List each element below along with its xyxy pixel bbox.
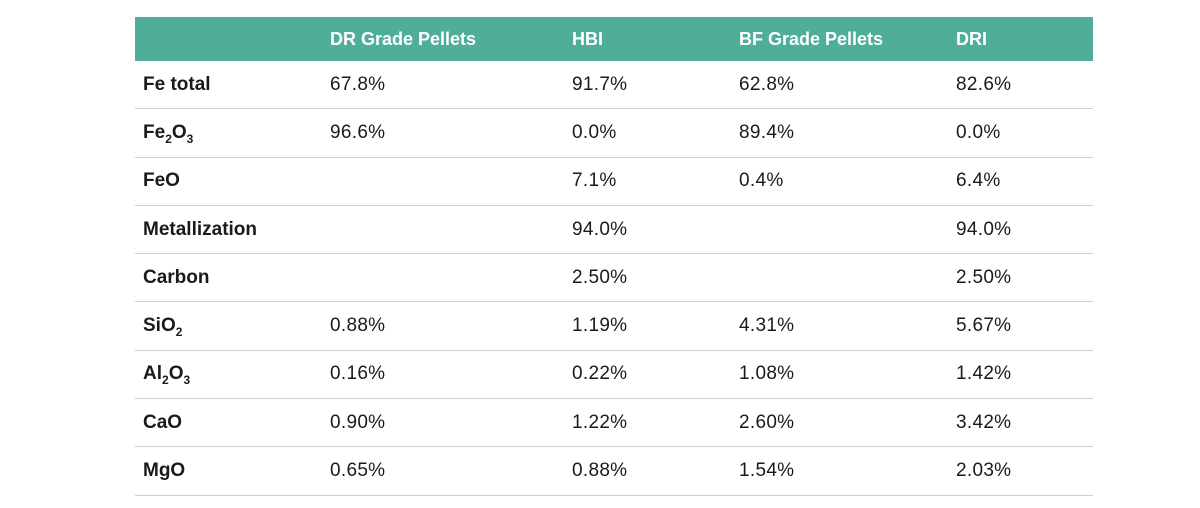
table-row: CaO 0.90% 1.22% 2.60% 3.42% xyxy=(135,399,1093,448)
row-label-text: CaO xyxy=(143,411,183,433)
table-row: Fe total 67.8% 91.7% 62.8% 82.6% xyxy=(135,61,1093,110)
table-cell: 94.0% xyxy=(956,218,1012,240)
table-cell: 0.88% xyxy=(330,315,386,337)
formula-element: O xyxy=(168,363,184,385)
formula-subscript: 3 xyxy=(183,373,191,388)
table-row: FeO 7.1% 0.4% 6.4% xyxy=(135,158,1093,206)
table-cell: 82.6% xyxy=(956,73,1012,95)
table-cell: 4.31% xyxy=(739,315,795,337)
formula-element: O xyxy=(171,121,187,143)
row-label-text: MgO xyxy=(143,460,186,482)
table-cell: 5.67% xyxy=(956,315,1012,337)
row-label: Carbon xyxy=(135,267,323,289)
header-cell-bf-grade-pellets: BF Grade Pellets xyxy=(739,28,884,49)
header-cell-hbi: HBI xyxy=(572,28,603,49)
table-cell: 1.54% xyxy=(739,460,795,482)
table-row: Carbon 2.50% 2.50% xyxy=(135,254,1093,303)
table-cell: 3.42% xyxy=(956,411,1012,433)
row-label-text: Carbon xyxy=(143,266,210,288)
row-label-text: FeO xyxy=(143,170,180,192)
table-cell: 2.50% xyxy=(956,266,1012,288)
table-cell: 0.65% xyxy=(330,460,386,482)
table-cell: 91.7% xyxy=(572,73,628,95)
formula-subscript: 3 xyxy=(186,131,194,146)
table-body: Fe total 67.8% 91.7% 62.8% 82.6% Fe2O3 96.6% 0.… xyxy=(135,61,1093,496)
formula-subscript: 2 xyxy=(165,131,172,146)
row-label: CaO xyxy=(135,412,323,434)
table-cell: 96.6% xyxy=(330,121,386,143)
header-cell-dri: DRI xyxy=(956,28,987,49)
row-label: MgO xyxy=(135,460,323,482)
table-cell: 0.0% xyxy=(572,121,617,143)
table-header: DR Grade Pellets HBI BF Grade Pellets DR… xyxy=(135,17,1093,61)
table-cell: 7.1% xyxy=(572,170,617,192)
formula-subscript: 2 xyxy=(175,325,183,340)
formula-subscript: 2 xyxy=(162,373,169,388)
table-cell: 1.19% xyxy=(572,315,628,337)
table-row: Fe2O3 96.6% 0.0% 89.4% 0.0% xyxy=(135,109,1093,158)
table-row: Metallization 94.0% 94.0% xyxy=(135,206,1093,255)
table-cell: 0.0% xyxy=(956,121,1001,143)
table-cell: 67.8% xyxy=(330,73,386,95)
table-row: MgO 0.65% 0.88% 1.54% 2.03% xyxy=(135,447,1093,496)
table-cell: 6.4% xyxy=(956,170,1001,192)
table-cell: 2.50% xyxy=(572,266,628,288)
table-cell: 1.22% xyxy=(572,411,628,433)
table-row: Al2O3 0.16% 0.22% 1.08% 1.42% xyxy=(135,351,1093,400)
row-label: Fe total xyxy=(135,74,323,96)
table-cell: 0.88% xyxy=(572,460,628,482)
row-label-text: Metallization xyxy=(143,218,258,240)
row-label: FeO xyxy=(135,170,323,192)
header-cell-dr-grade-pellets: DR Grade Pellets xyxy=(330,28,477,49)
table-cell: 0.22% xyxy=(572,363,628,385)
table-cell: 2.03% xyxy=(956,460,1012,482)
formula-element: Fe xyxy=(143,121,166,143)
table-cell: 1.42% xyxy=(956,363,1012,385)
table-cell: 1.08% xyxy=(739,363,795,385)
row-label: Fe2O3 xyxy=(135,121,323,146)
row-label: SiO2 xyxy=(135,315,323,340)
row-label: Al2O3 xyxy=(135,363,323,388)
table-cell: 0.90% xyxy=(330,411,386,433)
table-cell: 94.0% xyxy=(572,218,628,240)
table-cell: 62.8% xyxy=(739,73,795,95)
row-label: Metallization xyxy=(135,219,323,241)
row-label-text: Fe total xyxy=(143,73,211,95)
table-row: SiO2 0.88% 1.19% 4.31% 5.67% xyxy=(135,302,1093,351)
composition-table: DR Grade Pellets HBI BF Grade Pellets DR… xyxy=(135,17,1093,496)
table-cell: 0.16% xyxy=(330,363,386,385)
formula-element: Al xyxy=(143,363,162,385)
formula-element: SiO xyxy=(143,315,176,337)
table-cell: 0.4% xyxy=(739,170,784,192)
table-cell: 2.60% xyxy=(739,411,795,433)
table-cell: 89.4% xyxy=(739,121,795,143)
